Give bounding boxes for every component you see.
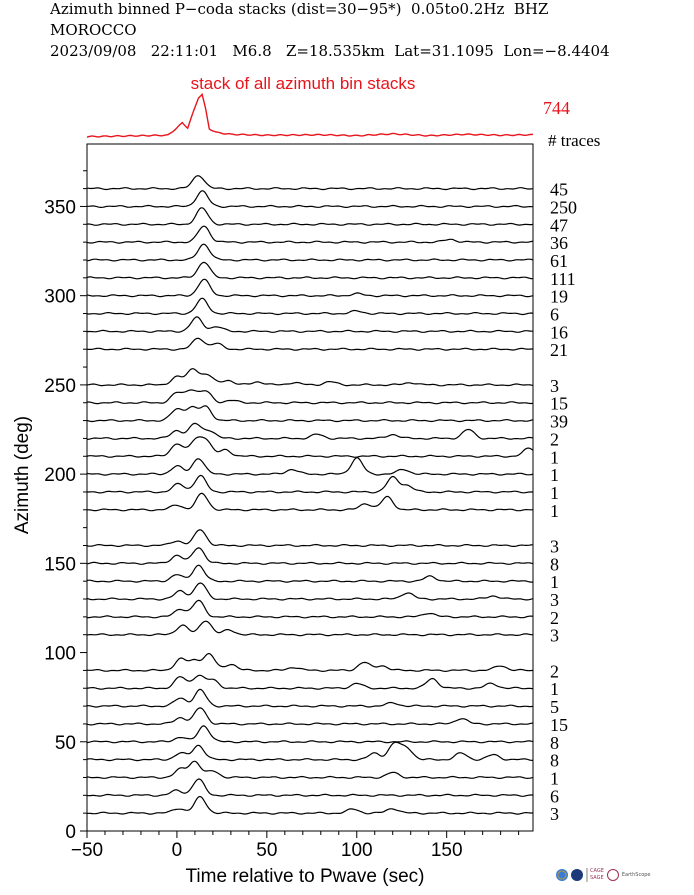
earthscope-logo-icon: [606, 869, 619, 881]
trace-count-az-280: 16: [550, 322, 568, 342]
trace-count-az-150: 8: [550, 554, 559, 574]
trace-az-50: [86, 725, 534, 744]
stack-trace-line: [86, 92, 534, 138]
cage-sage-logo: CAGE SAGE: [586, 868, 604, 882]
trace-az-120: [86, 599, 534, 619]
trace-az-160: [86, 529, 533, 548]
trace-az-180: [86, 492, 534, 512]
trace-count-az-110: 3: [550, 626, 559, 646]
y-tick-label: 200: [44, 465, 76, 486]
trace-az-360: [87, 175, 533, 191]
header-line-2: MOROCCO: [50, 21, 137, 39]
doe-logo-icon: [571, 869, 583, 881]
trace-count-az-310: 111: [550, 269, 576, 289]
stack-trace-count: 744: [543, 98, 570, 118]
traces-column-header: # traces: [548, 131, 600, 150]
x-tick-label: −50: [71, 840, 103, 861]
trace-az-20: [86, 778, 534, 797]
trace-az-90: [86, 653, 534, 673]
trace-az-80: [87, 674, 534, 690]
trace-az-40: [86, 741, 533, 762]
trace-count-az-290: 6: [550, 305, 559, 325]
trace-count-az-300: 19: [550, 287, 568, 307]
trace-count-az-160: 3: [550, 537, 559, 557]
trace-count-az-360: 45: [550, 180, 568, 200]
y-tick-label: 350: [44, 197, 76, 218]
trace-count-az-200: 1: [550, 465, 559, 485]
trace-count-az-210: 1: [550, 447, 559, 467]
trace-az-190: [86, 474, 534, 494]
trace-az-330: [86, 225, 534, 244]
trace-counts: 4525047366111119616213153921111381323215…: [550, 180, 577, 825]
trace-count-az-220: 2: [550, 429, 559, 449]
trace-count-az-270: 21: [550, 340, 568, 360]
trace-count-az-250: 3: [550, 376, 559, 396]
y-tick-label: 300: [44, 287, 76, 308]
trace-az-60: [86, 707, 534, 726]
y-tick-label: 0: [65, 822, 76, 843]
trace-count-az-350: 250: [550, 198, 577, 218]
trace-az-320: [86, 243, 534, 262]
header-line-1: Azimuth binned P−coda stacks (dist=30−95…: [50, 0, 549, 18]
trace-az-30: [86, 760, 534, 780]
plot-frame: [86, 143, 534, 832]
trace-az-200: [86, 457, 534, 476]
header-line-3: 2023/09/08 22:11:01 M6.8 Z=18.535km Lat=…: [50, 42, 610, 60]
trace-count-az-20: 6: [550, 786, 559, 806]
y-tick-label: 150: [44, 554, 76, 575]
trace-az-270: [87, 337, 534, 351]
sponsor-logos: CAGE SAGE EarthScope: [556, 868, 651, 882]
trace-az-300: [86, 278, 534, 298]
trace-count-az-50: 8: [550, 733, 559, 753]
azimuth-traces: [86, 175, 534, 815]
trace-count-az-40: 8: [550, 751, 559, 771]
nsf-logo-icon: [556, 869, 568, 881]
trace-count-az-180: 1: [550, 501, 559, 521]
trace-az-130: [86, 582, 534, 601]
trace-count-az-330: 36: [550, 233, 568, 253]
trace-az-340: [87, 207, 534, 226]
x-axis-label: Time relative to Pwave (sec): [186, 866, 425, 887]
trace-az-290: [86, 297, 534, 316]
y-tick-label: 100: [44, 644, 76, 665]
y-tick-label: 50: [55, 733, 76, 754]
trace-az-150: [86, 547, 534, 565]
trace-count-az-320: 61: [550, 251, 568, 271]
trace-az-240: [86, 389, 534, 405]
trace-count-az-230: 39: [550, 412, 568, 432]
y-tick-label: 250: [44, 376, 76, 397]
trace-az-140: [86, 564, 533, 583]
x-tick-label: 50: [256, 840, 277, 861]
x-tick-label: 100: [341, 840, 373, 861]
x-tick-label: 150: [431, 840, 463, 861]
trace-count-az-130: 3: [550, 590, 559, 610]
trace-az-220: [87, 422, 534, 440]
trace-count-az-340: 47: [550, 215, 568, 235]
trace-az-350: [87, 190, 534, 208]
trace-az-210: [86, 436, 534, 458]
x-tick-label: 0: [172, 840, 183, 861]
stack-title: stack of all azimuth bin stacks: [191, 74, 416, 93]
trace-az-310: [86, 261, 533, 280]
trace-count-az-240: 15: [550, 394, 568, 414]
trace-count-az-10: 3: [550, 804, 559, 824]
trace-az-250: [86, 368, 534, 387]
trace-count-az-80: 1: [550, 679, 559, 699]
trace-az-280: [86, 316, 533, 333]
trace-az-230: [86, 405, 534, 423]
trace-count-az-70: 5: [550, 697, 559, 717]
trace-count-az-120: 2: [550, 608, 559, 628]
trace-count-az-190: 1: [550, 483, 559, 503]
trace-count-az-60: 15: [550, 715, 568, 735]
trace-count-az-30: 1: [550, 769, 559, 789]
trace-az-70: [86, 688, 534, 708]
trace-az-10: [87, 796, 534, 815]
y-axis-label: Azimuth (deg): [12, 416, 33, 534]
earthscope-logo: EarthScope: [621, 872, 651, 878]
trace-count-az-140: 1: [550, 572, 559, 592]
trace-count-az-90: 2: [550, 661, 559, 681]
trace-az-110: [86, 620, 534, 637]
